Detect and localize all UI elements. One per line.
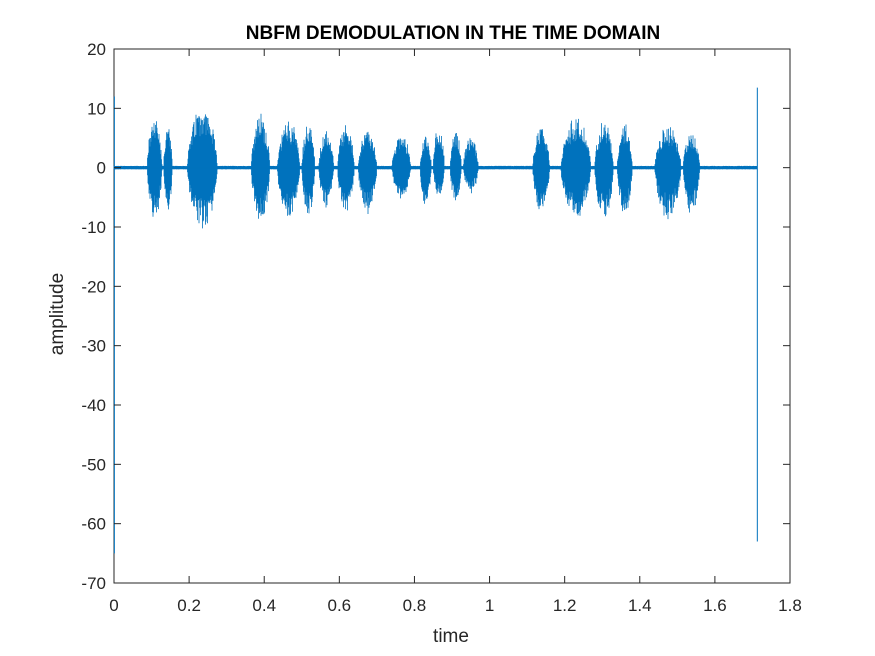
- y-tick-label: -60: [81, 515, 106, 534]
- x-tick-label: 1.2: [553, 596, 577, 615]
- x-tick-label: 0.8: [403, 596, 427, 615]
- y-tick-label: 10: [87, 99, 106, 118]
- x-tick-label: 0.4: [252, 596, 276, 615]
- y-tick-label: -20: [81, 277, 106, 296]
- x-tick-label: 1.4: [628, 596, 652, 615]
- y-tick-label: 0: [97, 159, 106, 178]
- x-axis-label: time: [433, 626, 469, 647]
- axes-box: [113, 48, 791, 584]
- axis-ticks: 0 0.2 0.4 0.6 0.8 1 1.2 1.4 1.6 1.8 20 10 0 -10 -20 -30…: [81, 40, 801, 615]
- y-tick-label: -40: [81, 396, 106, 415]
- chart-title: NBFM DEMODULATION IN THE TIME DOMAIN: [246, 23, 660, 44]
- y-axis-label: amplitude: [47, 273, 68, 355]
- x-tick-label: 0.2: [177, 596, 201, 615]
- y-tick-label: 20: [87, 40, 106, 59]
- x-tick-label: 1.6: [703, 596, 727, 615]
- x-tick-label: 0: [109, 596, 118, 615]
- x-tick-label: 0.6: [328, 596, 352, 615]
- y-tick-label: -50: [81, 455, 106, 474]
- y-tick-label: -10: [81, 218, 106, 237]
- x-tick-label: 1: [485, 596, 494, 615]
- y-tick-label: -30: [81, 337, 106, 356]
- y-tick-label: -70: [81, 574, 106, 593]
- x-tick-label: 1.8: [778, 596, 802, 615]
- plot-area: [113, 48, 791, 584]
